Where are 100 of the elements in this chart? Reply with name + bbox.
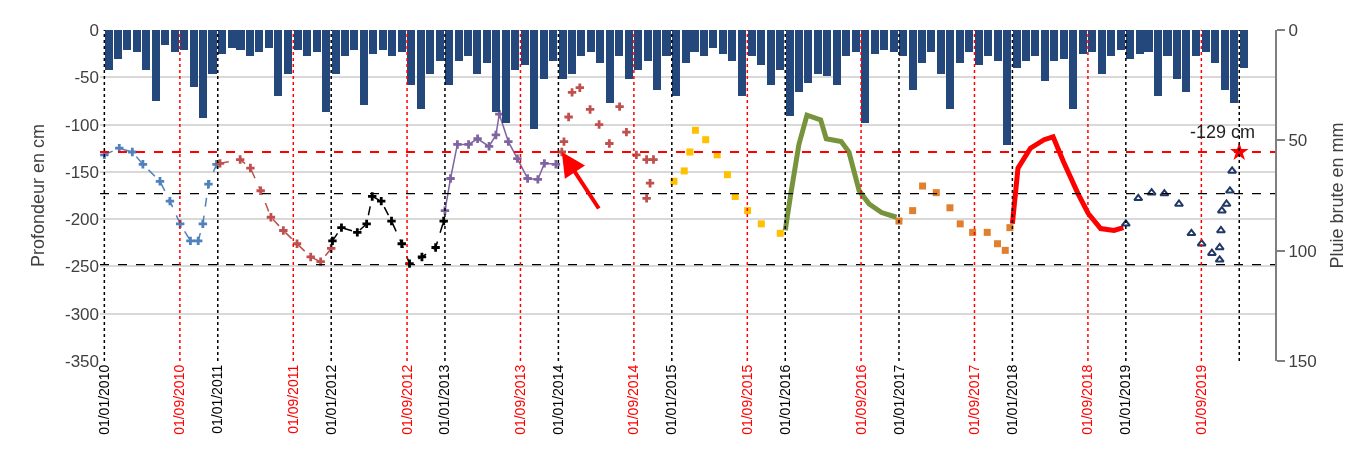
point xyxy=(337,223,346,232)
y-tick-label: 0 xyxy=(89,20,99,40)
point xyxy=(594,120,604,129)
point xyxy=(256,186,265,195)
point xyxy=(1216,206,1227,214)
bar xyxy=(738,30,746,96)
y2-tick-label: 150 xyxy=(1288,351,1317,371)
point xyxy=(194,236,203,246)
point xyxy=(186,236,195,246)
point xyxy=(353,228,362,237)
point xyxy=(1186,228,1197,237)
point xyxy=(464,140,473,149)
y-tick-label: -50 xyxy=(74,68,99,88)
x-tick-label: 01/09/2015 xyxy=(738,364,755,435)
point xyxy=(198,219,208,229)
point xyxy=(1215,225,1226,234)
point xyxy=(649,155,658,164)
x-tick-label: 01/01/2019 xyxy=(1117,364,1134,435)
point xyxy=(919,182,927,190)
point xyxy=(1120,219,1131,227)
point xyxy=(1146,188,1157,196)
x-tick-label: 01/09/2017 xyxy=(966,364,983,435)
point xyxy=(1133,193,1144,202)
bar xyxy=(284,30,292,74)
y2-tick-label: 100 xyxy=(1288,241,1317,261)
point xyxy=(328,236,337,246)
x-tick-label: 01/09/2012 xyxy=(398,364,415,435)
point xyxy=(533,175,543,184)
point xyxy=(585,105,595,114)
x-tick-label: 01/01/2014 xyxy=(549,364,566,435)
point xyxy=(969,228,977,236)
point xyxy=(757,220,765,228)
point xyxy=(680,167,688,175)
x-tick-label: 01/09/2013 xyxy=(512,364,529,435)
x-tick-label: 01/01/2016 xyxy=(776,364,793,435)
bar xyxy=(1240,30,1248,68)
point xyxy=(1006,224,1014,232)
point xyxy=(377,196,386,206)
y2-tick-label: 0 xyxy=(1288,20,1298,40)
point xyxy=(1224,186,1235,194)
point xyxy=(387,216,396,226)
point xyxy=(204,179,213,189)
point xyxy=(642,194,651,203)
point xyxy=(513,154,522,163)
x-tick-label: 01/09/2011 xyxy=(284,364,301,434)
point xyxy=(776,229,784,237)
point xyxy=(622,127,631,137)
x-tick-label: 01/01/2013 xyxy=(436,364,453,435)
point xyxy=(932,189,940,197)
point xyxy=(1214,243,1225,251)
point xyxy=(567,88,577,97)
x-tick-label: 01/01/2011 xyxy=(209,364,226,434)
point xyxy=(246,163,255,173)
point xyxy=(453,140,462,149)
x-tick-label: 01/01/2012 xyxy=(322,364,339,435)
point xyxy=(1159,189,1170,197)
point xyxy=(540,159,549,168)
y2-axis-title: Pluie brute en mm xyxy=(1327,122,1348,269)
point xyxy=(1206,248,1217,256)
point xyxy=(559,137,569,146)
x-tick-label: 01/09/2014 xyxy=(625,364,642,435)
point xyxy=(1196,239,1207,247)
y-tick-label: -150 xyxy=(64,162,99,182)
point xyxy=(473,134,482,143)
x-tick-label: 01/01/2018 xyxy=(1003,364,1020,435)
y-tick-label: -200 xyxy=(64,210,99,230)
x-tick-label: 01/01/2015 xyxy=(663,364,680,435)
x-tick-label: 01/09/2018 xyxy=(1079,364,1096,435)
point xyxy=(686,148,694,156)
bar xyxy=(1192,30,1200,56)
point xyxy=(702,136,710,144)
point xyxy=(362,219,371,229)
point xyxy=(632,150,641,160)
y-axis-title: Profondeur en cm xyxy=(28,123,49,268)
point xyxy=(368,192,377,201)
point xyxy=(523,174,532,183)
point xyxy=(956,220,964,228)
point xyxy=(993,240,1001,248)
y-tick-label: -300 xyxy=(64,304,99,324)
x-tick-label: 01/09/2010 xyxy=(171,364,188,435)
point xyxy=(431,243,440,252)
point xyxy=(605,139,614,148)
y2-tick-label: 50 xyxy=(1288,131,1308,151)
y-tick-label: -350 xyxy=(64,351,99,371)
ref-line-label: -129 cm xyxy=(1190,122,1256,142)
point xyxy=(1221,199,1232,207)
point xyxy=(138,160,148,169)
point xyxy=(564,112,573,122)
x-tick-label: 01/01/2017 xyxy=(890,364,907,435)
point xyxy=(446,174,455,183)
point xyxy=(575,83,585,92)
point xyxy=(316,257,325,266)
point xyxy=(235,155,245,164)
point xyxy=(1001,246,1009,254)
point xyxy=(551,160,561,169)
point xyxy=(744,207,752,215)
point xyxy=(909,207,917,215)
point xyxy=(397,239,406,248)
point xyxy=(723,171,731,179)
point xyxy=(1214,255,1225,263)
